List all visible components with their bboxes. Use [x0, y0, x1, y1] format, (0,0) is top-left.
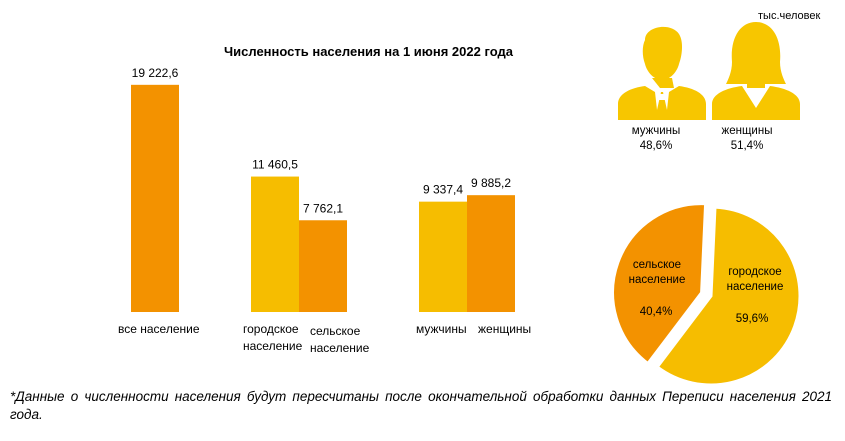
woman-silhouette-icon	[712, 22, 800, 120]
category-label-urban-line1: городское	[243, 322, 299, 336]
pie-value-urban: 59,6%	[735, 313, 769, 325]
bar-2-1	[467, 195, 515, 312]
women-label-text: женщины	[721, 125, 773, 137]
men-label: мужчины 48,6%	[624, 124, 688, 154]
bar-1-1	[299, 220, 347, 312]
pie-label-urban-line1: городское	[728, 266, 782, 278]
pie-label-urban: городское население	[720, 265, 790, 295]
bar-2-0	[419, 201, 467, 312]
category-label-women: женщины	[478, 322, 531, 336]
pie-slice-1	[611, 202, 708, 366]
pie-label-rural-line2: население	[628, 274, 686, 286]
pie-label-rural-line1: сельское	[632, 259, 682, 271]
bar-0-0	[131, 84, 179, 312]
category-label-rural-line1: сельское	[310, 324, 361, 338]
men-percent: 48,6%	[639, 140, 673, 152]
bar-1-0	[251, 176, 299, 312]
chart-title: Численность населения на 1 июня 2022 год…	[224, 44, 513, 59]
category-label-rural-line2: население	[310, 341, 370, 355]
bar-value-label-1-0: 11 460,5	[252, 158, 298, 172]
bar-value-label-2-1: 9 885,2	[471, 176, 511, 190]
unit-label: тыс.человек	[758, 10, 821, 22]
category-label-men: мужчины	[416, 322, 467, 336]
bar-value-label-0-0: 19 222,6	[132, 66, 179, 80]
bar-value-label-2-0: 9 337,4	[423, 183, 463, 197]
pie-slice-0	[655, 205, 802, 387]
category-label-urban-line2: население	[243, 339, 303, 353]
women-label: женщины 51,4%	[712, 124, 782, 154]
pie-value-rural: 40,4%	[639, 306, 673, 318]
footnote: *Данные о численности населения будут пе…	[10, 389, 832, 422]
man-silhouette-icon	[618, 26, 706, 120]
category-label-all: все население	[118, 322, 200, 336]
pie-label-urban-line2: население	[726, 281, 784, 293]
bar-value-label-1-1: 7 762,1	[303, 201, 343, 215]
men-label-text: мужчины	[631, 125, 681, 137]
pie-chart	[611, 202, 802, 387]
women-percent: 51,4%	[730, 140, 764, 152]
pie-label-rural: сельское население	[622, 258, 692, 288]
